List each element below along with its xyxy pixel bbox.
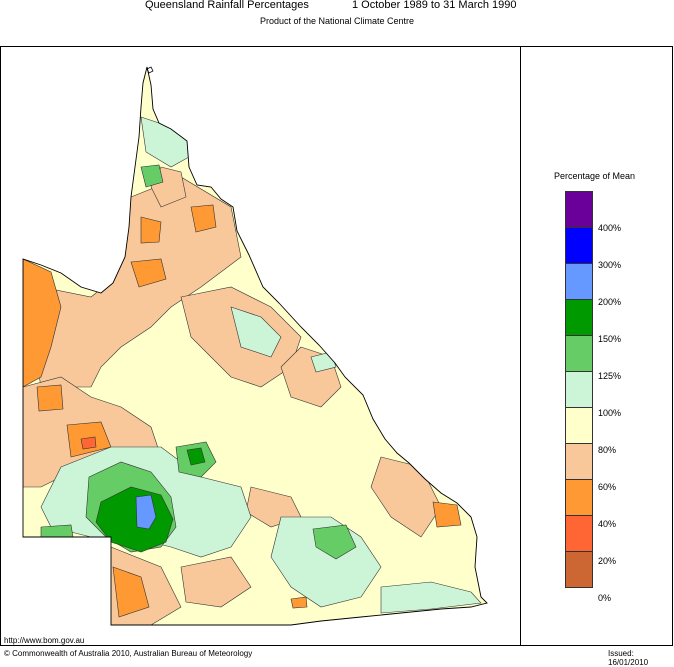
legend-label: 300% (598, 260, 622, 270)
region-40-60-f (112, 566, 150, 618)
rainfall-regions (23, 67, 487, 625)
legend-color-bar (565, 191, 593, 588)
legend-label: 20% (598, 556, 617, 566)
region-40-60-a (140, 216, 162, 244)
legend-label: 0% (598, 593, 612, 603)
island-torres-strait (146, 66, 154, 74)
legend-swatch (565, 191, 593, 228)
region-40-60-west (23, 258, 62, 388)
region-125-150-e (40, 524, 74, 538)
region-100-125-d (270, 516, 382, 608)
legend-swatch (565, 551, 593, 588)
rainfall-map (22, 66, 488, 626)
legend-swatch (565, 299, 593, 336)
legend-label: 80% (598, 445, 617, 455)
legend-label: 40% (598, 519, 617, 529)
footer-copyright: © Commonwealth of Australia 2010, Austra… (4, 649, 253, 658)
region-125-150-d (140, 164, 164, 188)
region-40-60-h (290, 596, 308, 609)
legend-label: 200% (598, 297, 622, 307)
region-100-125-c (230, 306, 282, 358)
region-40-60-c (130, 258, 167, 288)
legend-swatch (565, 407, 593, 444)
region-60-80-central (30, 176, 242, 388)
region-100-125-e (380, 581, 482, 614)
legend-title: Percentage of Mean (554, 171, 636, 181)
map-frame (0, 46, 673, 646)
region-200-300 (135, 494, 157, 530)
title-period: 1 October 1989 to 31 March 1990 (352, 0, 517, 11)
footer-issued: Issued: 16/01/2010 (608, 649, 649, 667)
region-40-60-d (36, 384, 64, 412)
region-150-200 (95, 486, 174, 553)
legend-swatch (565, 335, 593, 372)
legend-swatch (565, 479, 593, 516)
region-125-150-c (312, 524, 357, 560)
legend-swatch (565, 515, 593, 552)
legend-swatch (565, 443, 593, 480)
region-150-200-b (186, 447, 206, 466)
footer-url[interactable]: http://www.bom.gov.au (4, 636, 85, 645)
legend-label: 60% (598, 482, 617, 492)
region-20-40-a (80, 436, 97, 450)
queensland-outline (22, 66, 488, 626)
legend-label: 150% (598, 334, 622, 344)
legend-swatch (565, 371, 593, 408)
legend-label: 400% (598, 223, 622, 233)
region-60-80-sw (180, 556, 252, 608)
legend-label: 100% (598, 408, 622, 418)
legend-swatch (565, 227, 593, 264)
legend-label: 125% (598, 371, 622, 381)
legend-swatch (565, 263, 593, 300)
legend-divider (520, 46, 521, 646)
region-40-60-g (432, 501, 462, 528)
map-title: Queensland Rainfall Percentages 1 Octobe… (0, 0, 674, 12)
map-subtitle: Product of the National Climate Centre (259, 16, 415, 26)
title-text: Queensland Rainfall Percentages (145, 0, 309, 11)
region-40-60-b (190, 204, 217, 233)
